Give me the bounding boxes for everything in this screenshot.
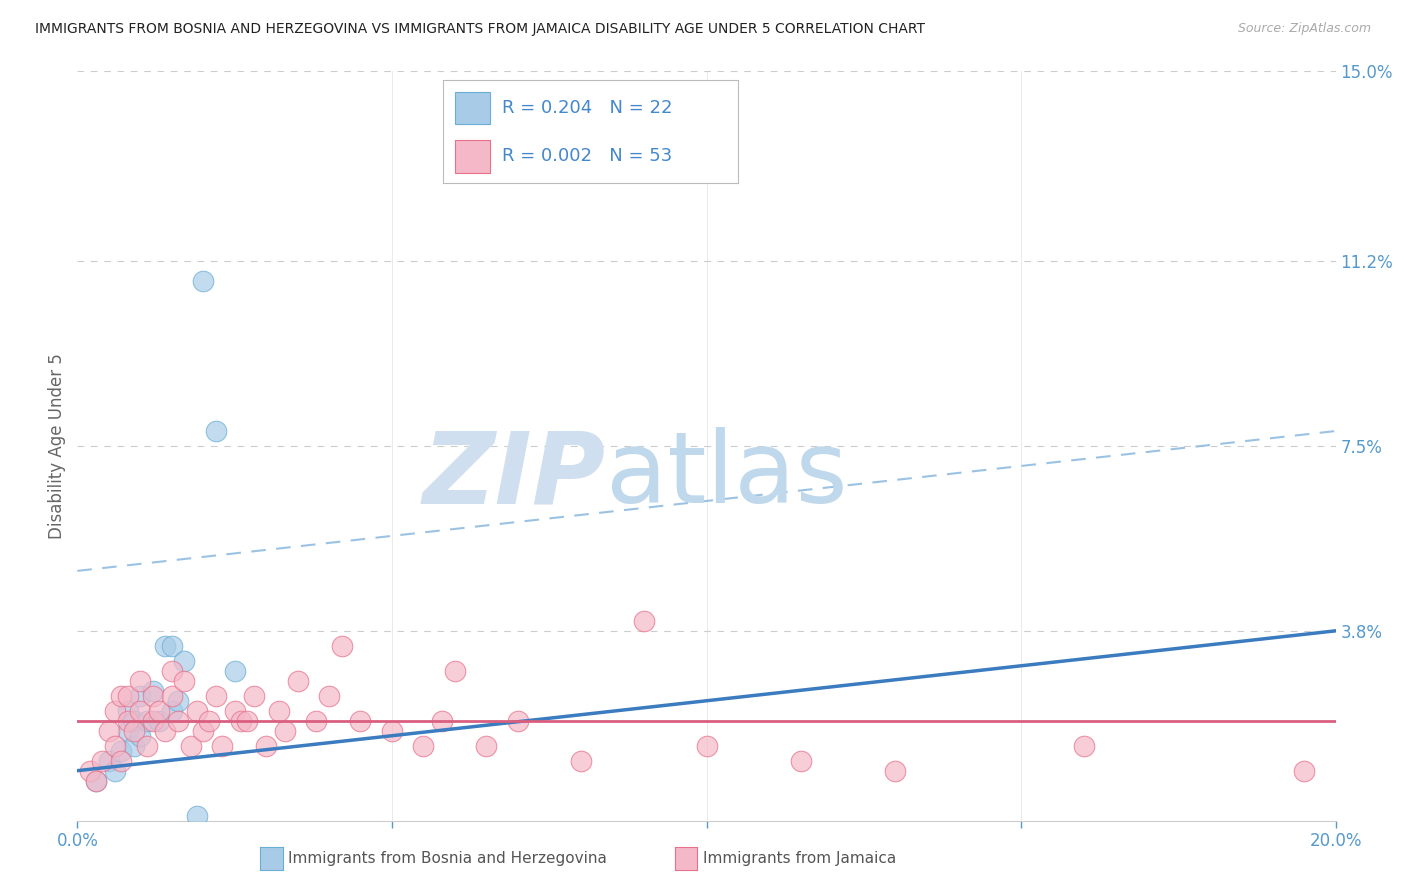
Text: Immigrants from Jamaica: Immigrants from Jamaica	[703, 852, 896, 866]
Point	[135, 739, 157, 753]
Point	[790, 754, 813, 768]
Point	[160, 704, 183, 718]
Point	[122, 739, 145, 753]
Text: atlas: atlas	[606, 427, 848, 524]
Point	[191, 723, 215, 738]
Point	[186, 808, 208, 822]
Point	[167, 714, 190, 728]
Point	[274, 723, 297, 738]
Point	[204, 424, 226, 438]
Point	[475, 739, 498, 753]
Point	[186, 704, 208, 718]
Point	[104, 739, 127, 753]
Point	[97, 754, 120, 768]
Point	[84, 773, 107, 788]
Point	[148, 714, 170, 728]
Point	[167, 694, 190, 708]
Point	[180, 739, 202, 753]
Point	[236, 714, 259, 728]
Point	[142, 714, 165, 728]
Point	[330, 639, 353, 653]
Point	[432, 714, 454, 728]
Text: ZIP: ZIP	[423, 427, 606, 524]
Y-axis label: Disability Age Under 5: Disability Age Under 5	[48, 353, 66, 539]
Point	[204, 689, 226, 703]
Point	[267, 704, 290, 718]
Point	[191, 274, 215, 288]
Point	[84, 773, 107, 788]
Point	[79, 764, 101, 778]
Point	[148, 704, 170, 718]
Point	[135, 714, 157, 728]
Point	[129, 689, 152, 703]
Text: R = 0.002   N = 53: R = 0.002 N = 53	[502, 147, 672, 165]
Point	[129, 673, 152, 688]
Text: IMMIGRANTS FROM BOSNIA AND HERZEGOVINA VS IMMIGRANTS FROM JAMAICA DISABILITY AGE: IMMIGRANTS FROM BOSNIA AND HERZEGOVINA V…	[35, 22, 925, 37]
Point	[122, 714, 145, 728]
Point	[155, 639, 177, 653]
Point	[155, 723, 177, 738]
Point	[117, 704, 139, 718]
Point	[444, 664, 467, 678]
Point	[122, 723, 145, 738]
FancyBboxPatch shape	[454, 140, 491, 173]
Text: Source: ZipAtlas.com: Source: ZipAtlas.com	[1237, 22, 1371, 36]
FancyBboxPatch shape	[454, 92, 491, 124]
Point	[569, 754, 592, 768]
Point	[412, 739, 434, 753]
Point	[104, 764, 127, 778]
Point	[229, 714, 252, 728]
Point	[110, 689, 132, 703]
Point	[506, 714, 529, 728]
Text: Immigrants from Bosnia and Herzegovina: Immigrants from Bosnia and Herzegovina	[288, 852, 607, 866]
Point	[305, 714, 328, 728]
Point	[696, 739, 718, 753]
Point	[160, 689, 183, 703]
Point	[160, 664, 183, 678]
Point	[318, 689, 340, 703]
Point	[381, 723, 404, 738]
Point	[104, 704, 127, 718]
Point	[110, 744, 132, 758]
Point	[97, 723, 120, 738]
Point	[224, 664, 246, 678]
Point	[349, 714, 371, 728]
Point	[110, 754, 132, 768]
Point	[633, 614, 655, 628]
Text: R = 0.204   N = 22: R = 0.204 N = 22	[502, 99, 672, 117]
Point	[242, 689, 264, 703]
Point	[142, 689, 165, 703]
Point	[254, 739, 277, 753]
Point	[91, 754, 114, 768]
Point	[142, 683, 165, 698]
Point	[173, 654, 195, 668]
Point	[287, 673, 309, 688]
Point	[211, 739, 233, 753]
Point	[884, 764, 907, 778]
Point	[129, 704, 152, 718]
Point	[160, 639, 183, 653]
Point	[117, 723, 139, 738]
Point	[117, 714, 139, 728]
Point	[1294, 764, 1316, 778]
Point	[117, 689, 139, 703]
Point	[173, 673, 195, 688]
Point	[198, 714, 221, 728]
Point	[1073, 739, 1095, 753]
Point	[224, 704, 246, 718]
Point	[129, 729, 152, 743]
